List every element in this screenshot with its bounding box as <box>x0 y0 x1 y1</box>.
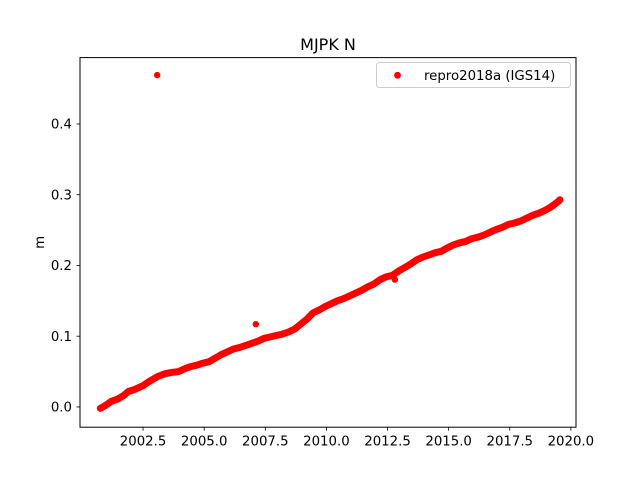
scatter-series-layer <box>96 71 564 412</box>
y-tick-label: 0.1 <box>51 330 72 345</box>
scatter-outlier-point <box>391 276 399 283</box>
y-tick-label: 0.0 <box>51 401 72 416</box>
y-axis-label: m <box>33 236 48 249</box>
legend: repro2018a (IGS14) <box>376 62 571 88</box>
x-tick-label: 2005.0 <box>181 435 228 450</box>
legend-entry-label: repro2018a (IGS14) <box>424 69 555 84</box>
x-tick-label: 2007.5 <box>242 435 289 450</box>
x-tick-label: 2002.5 <box>120 435 167 450</box>
x-axis-ticks: 2002.5 2005.0 2007.5 2010.0 2012.5 2015.0 2017… <box>120 427 594 450</box>
scatter-trend-band <box>96 196 564 412</box>
axes-frame <box>79 57 577 428</box>
y-axis-ticks: 0.0 0.1 0.2 0.3 0.4 <box>51 118 80 416</box>
plot-area <box>80 57 576 428</box>
x-tick-label: 2015.0 <box>425 435 472 450</box>
legend-marker-dot-icon <box>394 71 401 79</box>
y-tick-label: 0.2 <box>51 259 72 274</box>
chart-title: MJPK N <box>300 35 356 54</box>
legend-box <box>376 62 571 88</box>
x-tick-label: 2010.0 <box>303 435 350 450</box>
x-tick-label: 2012.5 <box>364 435 411 450</box>
scatter-outlier-point <box>252 321 259 328</box>
y-tick-label: 0.4 <box>51 118 72 133</box>
scatter-outlier-point <box>154 71 161 79</box>
x-tick-label: 2017.5 <box>486 435 533 450</box>
y-tick-label: 0.3 <box>51 188 72 203</box>
x-tick-label: 2020.0 <box>548 435 595 450</box>
